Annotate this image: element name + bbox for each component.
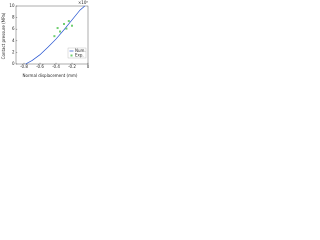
legend-label: Num. [75, 48, 86, 53]
line [25, 5, 86, 65]
point [65, 27, 68, 30]
y-tick-label: 4 [12, 38, 15, 43]
point [67, 20, 70, 23]
y-tick-label: 2 [12, 49, 15, 54]
x-tick-label: -0.2 [68, 64, 76, 69]
annotation: ×10⁶ [78, 0, 88, 5]
point [63, 22, 65, 25]
x-tick-label: -0.6 [36, 64, 44, 69]
legend-label: Exp. [75, 53, 84, 58]
chart: ×10⁶ Normal displacement (mm) Contact pr… [1, 0, 90, 78]
y-tick-label: 8 [12, 15, 15, 20]
point [71, 24, 73, 27]
point [59, 30, 61, 33]
y-tick-label: 10 [9, 3, 15, 8]
y-tick-label: 6 [12, 26, 15, 31]
x-tick-label: -0.8 [20, 64, 28, 69]
legend-swatch [70, 54, 73, 57]
y-axis-label: Contact pressure (MPa) [1, 12, 6, 59]
point [53, 35, 56, 38]
point [56, 27, 59, 30]
legend-box [67, 47, 87, 59]
x-tick-label: 0 [87, 64, 90, 69]
plot-frame [15, 5, 89, 65]
x-axis-label: Normal displacement (mm) [23, 73, 78, 78]
x-tick-label: -0.4 [52, 64, 60, 69]
y-tick-label: 0 [12, 61, 15, 66]
